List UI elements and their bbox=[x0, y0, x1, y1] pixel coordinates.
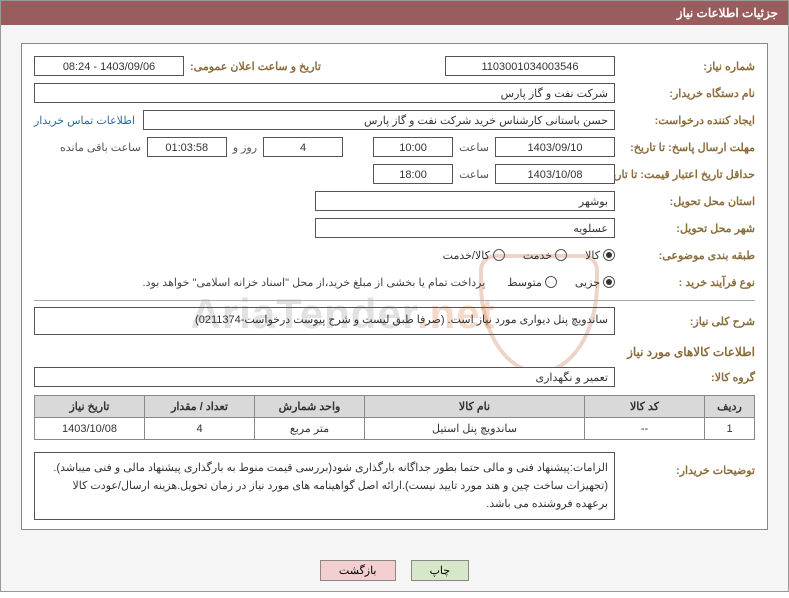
label-time-2: ساعت bbox=[453, 168, 495, 181]
radio-dot-icon bbox=[555, 249, 567, 261]
label-purchase-type: نوع فرآیند خرید : bbox=[615, 276, 755, 289]
link-buyer-contact[interactable]: اطلاعات تماس خریدار bbox=[34, 114, 143, 127]
label-requester: ایجاد کننده درخواست: bbox=[615, 114, 755, 127]
row-city: شهر محل تحویل: عسلویه bbox=[34, 216, 755, 240]
label-validity-deadline: حداقل تاریخ اعتبار قیمت: تا تاریخ: bbox=[615, 168, 755, 181]
details-panel: AriaTender.net شماره نیاز: 1103001034003… bbox=[21, 43, 768, 530]
label-announce-datetime: تاریخ و ساعت اعلان عمومی: bbox=[184, 60, 321, 73]
field-general-desc: ساندویچ پنل دیواری مورد نیاز است. (صرفا … bbox=[34, 307, 615, 335]
radio-group-purchase-type: جزیی متوسط bbox=[493, 276, 615, 289]
cell-row: 1 bbox=[705, 418, 755, 440]
row-validity-deadline: حداقل تاریخ اعتبار قیمت: تا تاریخ: 1403/… bbox=[34, 162, 755, 186]
radio-dot-icon bbox=[603, 249, 615, 261]
label-need-number: شماره نیاز: bbox=[615, 60, 755, 73]
field-hms-remaining: 01:03:58 bbox=[147, 137, 227, 157]
cell-code: -- bbox=[585, 418, 705, 440]
label-day-word: روز و bbox=[227, 141, 263, 154]
row-category: طبقه بندی موضوعی: کالا خدمت کالا/خدمت bbox=[34, 243, 755, 267]
label-time-1: ساعت bbox=[453, 141, 495, 154]
label-buyer-notes: توضیحات خریدار: bbox=[615, 446, 755, 477]
th-qty: تعداد / مقدار bbox=[145, 396, 255, 418]
cell-unit: متر مربع bbox=[255, 418, 365, 440]
th-row: ردیف bbox=[705, 396, 755, 418]
payment-note: پرداخت تمام یا بخشی از مبلغ خرید،از محل … bbox=[143, 276, 494, 289]
th-unit: واحد شمارش bbox=[255, 396, 365, 418]
radio-group-category: کالا خدمت کالا/خدمت bbox=[429, 249, 615, 262]
label-remaining: ساعت باقی مانده bbox=[54, 141, 147, 154]
th-date: تاریخ نیاز bbox=[35, 396, 145, 418]
field-buyer-notes: الزامات:پیشنهاد فنی و مالی حتما بطور جدا… bbox=[34, 452, 615, 520]
back-button[interactable]: بازگشت bbox=[320, 560, 396, 581]
row-province: استان محل تحویل: بوشهر bbox=[34, 189, 755, 213]
field-goods-group: تعمیر و نگهداری bbox=[34, 367, 615, 387]
cell-qty: 4 bbox=[145, 418, 255, 440]
field-province: بوشهر bbox=[315, 191, 615, 211]
panel-header: جزئیات اطلاعات نیاز bbox=[1, 1, 788, 25]
field-requester: حسن باستانی کارشناس خرید شرکت نفت و گاز … bbox=[143, 110, 615, 130]
row-org-name: نام دستگاه خریدار: شرکت نفت و گاز پارس bbox=[34, 81, 755, 105]
radio-dot-icon bbox=[545, 276, 557, 288]
radio-category-both[interactable]: کالا/خدمت bbox=[429, 249, 505, 262]
goods-table: ردیف کد کالا نام کالا واحد شمارش تعداد /… bbox=[34, 395, 755, 440]
row-general-desc: شرح کلی نیاز: ساندویچ پنل دیواری مورد نی… bbox=[34, 307, 755, 335]
row-purchase-type: نوع فرآیند خرید : جزیی متوسط پرداخت تمام… bbox=[34, 270, 755, 294]
label-general-desc: شرح کلی نیاز: bbox=[615, 315, 755, 328]
button-row: چاپ بازگشت bbox=[1, 548, 788, 591]
radio-purchase-minor[interactable]: جزیی bbox=[561, 276, 615, 289]
label-response-deadline: مهلت ارسال پاسخ: تا تاریخ: bbox=[615, 141, 755, 154]
radio-dot-icon bbox=[493, 249, 505, 261]
radio-purchase-medium[interactable]: متوسط bbox=[493, 276, 557, 289]
label-org-name: نام دستگاه خریدار: bbox=[615, 87, 755, 100]
field-response-date: 1403/09/10 bbox=[495, 137, 615, 157]
cell-date: 1403/10/08 bbox=[35, 418, 145, 440]
radio-dot-icon bbox=[603, 276, 615, 288]
label-province: استان محل تحویل: bbox=[615, 195, 755, 208]
field-validity-time: 18:00 bbox=[373, 164, 453, 184]
row-requester: ایجاد کننده درخواست: حسن باستانی کارشناس… bbox=[34, 108, 755, 132]
section-title-goods-info: اطلاعات کالاهای مورد نیاز bbox=[34, 345, 755, 359]
cell-name: ساندویچ پنل استیل bbox=[365, 418, 585, 440]
field-org-name: شرکت نفت و گاز پارس bbox=[34, 83, 615, 103]
label-city: شهر محل تحویل: bbox=[615, 222, 755, 235]
label-goods-group: گروه کالا: bbox=[615, 371, 755, 384]
label-category: طبقه بندی موضوعی: bbox=[615, 249, 755, 262]
field-response-time: 10:00 bbox=[373, 137, 453, 157]
app-window: جزئیات اطلاعات نیاز AriaTender.net شماره… bbox=[0, 0, 789, 592]
divider bbox=[34, 300, 755, 301]
panel-title: جزئیات اطلاعات نیاز bbox=[677, 6, 778, 20]
row-response-deadline: مهلت ارسال پاسخ: تا تاریخ: 1403/09/10 سا… bbox=[34, 135, 755, 159]
radio-category-service[interactable]: خدمت bbox=[509, 249, 567, 262]
field-city: عسلویه bbox=[315, 218, 615, 238]
row-need-number: شماره نیاز: 1103001034003546 تاریخ و ساع… bbox=[34, 54, 755, 78]
field-validity-date: 1403/10/08 bbox=[495, 164, 615, 184]
table-row: 1 -- ساندویچ پنل استیل متر مربع 4 1403/1… bbox=[35, 418, 755, 440]
field-days-remaining: 4 bbox=[263, 137, 343, 157]
field-need-number: 1103001034003546 bbox=[445, 56, 615, 76]
radio-category-goods[interactable]: کالا bbox=[571, 249, 615, 262]
th-code: کد کالا bbox=[585, 396, 705, 418]
print-button[interactable]: چاپ bbox=[411, 560, 470, 581]
th-name: نام کالا bbox=[365, 396, 585, 418]
table-header-row: ردیف کد کالا نام کالا واحد شمارش تعداد /… bbox=[35, 396, 755, 418]
row-buyer-notes: توضیحات خریدار: الزامات:پیشنهاد فنی و ما… bbox=[34, 446, 755, 520]
field-announce-datetime: 1403/09/06 - 08:24 bbox=[34, 56, 184, 76]
row-goods-group: گروه کالا: تعمیر و نگهداری bbox=[34, 365, 755, 389]
